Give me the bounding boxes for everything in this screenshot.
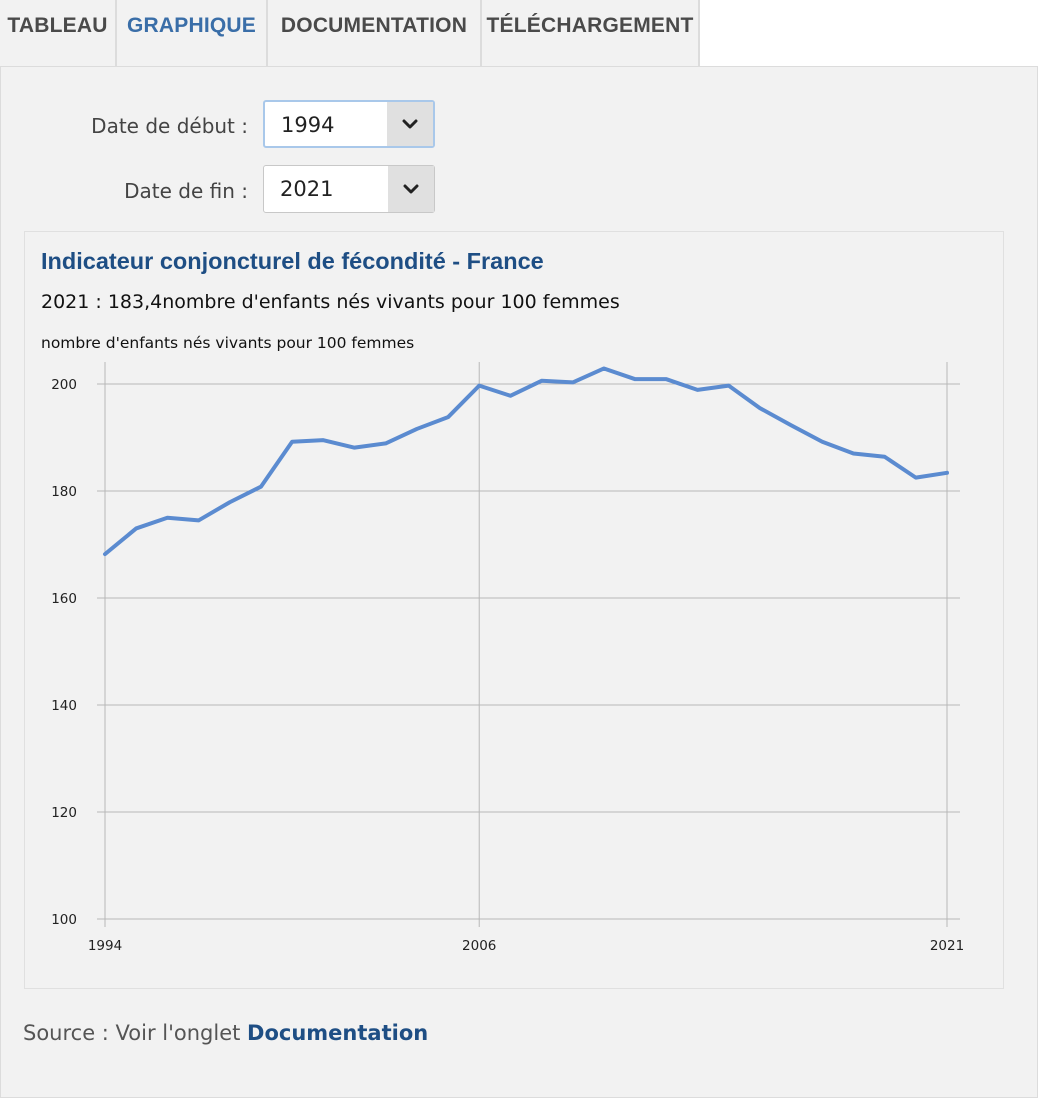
end-date-label: Date de fin :: [124, 179, 248, 203]
chevron-down-icon: [387, 102, 433, 146]
end-date-select[interactable]: 2021: [263, 165, 435, 213]
chart-title: Indicateur conjoncturel de fécondité - F…: [41, 248, 544, 274]
tab-telechargement[interactable]: TÉLÉCHARGEMENT: [482, 0, 700, 66]
tab-bar: TABLEAU GRAPHIQUE DOCUMENTATION TÉLÉCHAR…: [0, 0, 1040, 68]
x-tick-label: 2006: [462, 938, 496, 954]
source-note: Source : Voir l'onglet Documentation: [23, 1021, 428, 1045]
y-tick-label: 160: [51, 591, 77, 607]
y-tick-label: 180: [51, 484, 77, 500]
y-axis-unit-label: nombre d'enfants nés vivants pour 100 fe…: [41, 334, 415, 352]
y-tick-label: 100: [51, 912, 77, 928]
y-tick-label: 120: [51, 805, 77, 821]
y-tick-label: 140: [51, 698, 77, 714]
x-tick-label: 1994: [88, 938, 122, 954]
documentation-link[interactable]: Documentation: [247, 1021, 429, 1045]
tab-documentation[interactable]: DOCUMENTATION: [268, 0, 482, 66]
start-date-label: Date de début :: [91, 114, 248, 138]
chart-container: [24, 231, 1004, 989]
end-date-value: 2021: [280, 177, 334, 201]
tab-graphique[interactable]: GRAPHIQUE: [117, 0, 268, 66]
chevron-down-icon: [388, 166, 434, 212]
x-tick-label: 2021: [930, 938, 964, 954]
start-date-value: 1994: [281, 113, 335, 137]
chart-subtitle: 2021 : 183,4nombre d'enfants nés vivants…: [41, 291, 620, 313]
start-date-select[interactable]: 1994: [263, 100, 435, 148]
tab-tableau[interactable]: TABLEAU: [0, 0, 117, 66]
series-line: [103, 366, 949, 557]
y-tick-label: 200: [51, 377, 77, 393]
source-prefix: Source : Voir l'onglet: [23, 1021, 248, 1045]
